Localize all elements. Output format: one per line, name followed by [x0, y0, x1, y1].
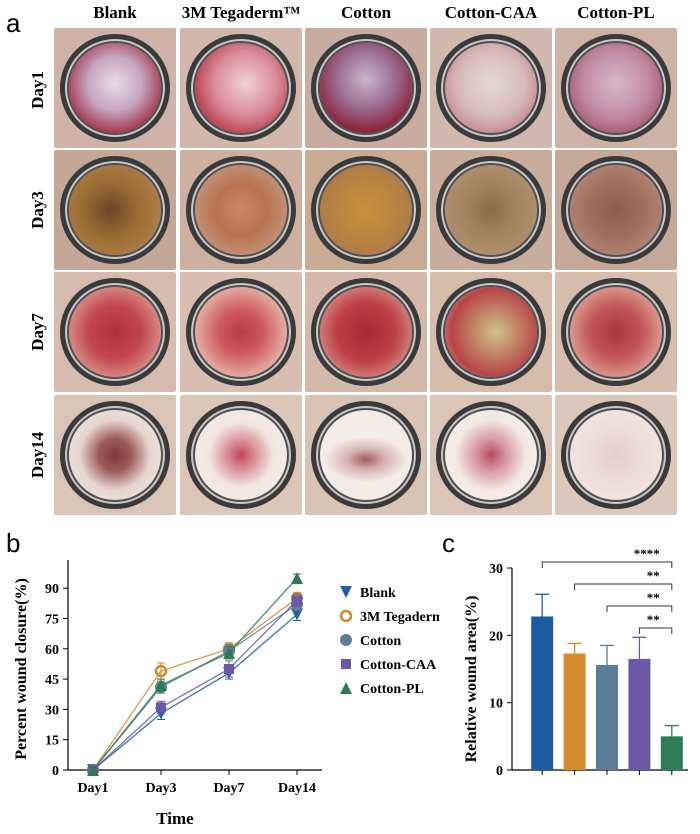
x-tick-label-day7: Day7 — [213, 781, 244, 796]
col-header-blank: Blank — [93, 3, 137, 22]
wound-photo-blank-day1 — [54, 28, 176, 148]
wound-photo-cotton-day1 — [305, 28, 427, 148]
col-header-cotton-caa: Cotton-CAA — [444, 3, 538, 22]
data-point-cotton-pl-day7 — [223, 646, 235, 659]
line-chart-wound-closure: 0 15 30 45 60 75 90 Day1 Day3 Day7 Day14 Time Percen… — [13, 560, 440, 828]
wound-photo-tegaderm-day14 — [180, 395, 302, 515]
wound-photo-cotton-pl-day3 — [555, 150, 677, 270]
legend-label-cotton: Cotton — [360, 634, 401, 649]
data-point-cotton-caa-day7 — [224, 664, 234, 674]
y-tick-label: 90 — [45, 582, 59, 597]
data-point-blank-day14 — [291, 608, 303, 621]
y-tick-label: 60 — [45, 643, 59, 658]
bar-blank — [531, 616, 554, 770]
y-tick-label: 0 — [496, 764, 503, 779]
col-header-tegaderm: 3M Tegaderm™ — [181, 3, 301, 22]
y-axis-title: Percent wound closure(%) — [13, 578, 30, 760]
wound-photo-cotton-caa-day7 — [430, 272, 552, 392]
wound-photo-cotton-caa-day3 — [430, 150, 552, 270]
legend-label-3m-tegaderm: 3M Tegaderm™ — [360, 610, 440, 625]
data-point-3m-tegaderm-day3 — [154, 664, 168, 678]
data-point-cotton-pl-day3 — [155, 679, 167, 692]
y-tick-label: 15 — [45, 734, 59, 749]
wound-photo-cotton-pl-day14 — [555, 395, 677, 515]
significance-bracket-line — [574, 583, 673, 590]
legend-marker-cotton-caa — [341, 659, 351, 669]
wound-photo-cotton-caa-day1 — [430, 28, 552, 148]
panel-c-letter: c — [442, 528, 455, 558]
significance-bracket-line — [606, 605, 673, 612]
legend-label-cotton-caa: Cotton-CAA — [360, 658, 437, 673]
series-cotton-pl — [87, 572, 303, 776]
significance-bracket: ** — [606, 590, 673, 612]
wound-photo-cotton-day14 — [305, 395, 427, 515]
significance-bracket: **** — [541, 546, 673, 568]
legend-marker-cotton-pl — [340, 682, 352, 694]
data-point-cotton-caa-day14 — [292, 595, 302, 606]
col-header-cotton-pl: Cotton-PL — [577, 3, 655, 22]
wound-photo-cotton-day3 — [305, 150, 427, 270]
panel-b-letter: b — [6, 528, 21, 558]
data-point-cotton-pl-day1 — [87, 764, 99, 776]
bar-cotton-caa — [628, 658, 651, 770]
y-tick-label: 30 — [489, 562, 503, 577]
significance-label: ** — [647, 590, 660, 605]
wound-photo-tegaderm-day7 — [180, 272, 302, 392]
wound-photo-tegaderm-day1 — [180, 28, 302, 148]
significance-label: **** — [634, 546, 660, 561]
significance-label: ** — [647, 568, 660, 583]
legend-label-cotton-pl: Cotton-PL — [360, 682, 424, 697]
bar-cotton-pl — [660, 736, 683, 770]
bar-cotton — [596, 664, 618, 770]
significance-bracket: ** — [638, 612, 673, 634]
wound-photo-blank-day3 — [54, 150, 176, 270]
x-tick-label-day3: Day3 — [145, 781, 176, 796]
data-point-cotton-caa-day3 — [156, 702, 166, 713]
significance-bracket-line — [638, 627, 673, 634]
col-header-cotton: Cotton — [340, 3, 392, 22]
wound-photo-cotton-caa-day14 — [430, 395, 552, 515]
series-line-blank — [92, 613, 298, 771]
legend-label-blank: Blank — [360, 586, 396, 601]
row-label-day7: Day7 — [28, 313, 47, 351]
legend-marker-3m-tegaderm — [339, 609, 353, 623]
y-tick-label: 75 — [45, 613, 59, 628]
significance-bracket-line — [541, 561, 673, 568]
panel-a-letter: a — [6, 8, 21, 38]
series-blank — [87, 607, 303, 776]
y-tick-label: 20 — [489, 629, 503, 644]
bar-3m-tegaderm — [563, 653, 586, 770]
series-cotton — [87, 597, 303, 776]
data-point-cotton-pl-day14 — [291, 572, 303, 585]
x-tick-label-day14: Day14 — [278, 781, 316, 796]
legend: Blank 3M Tegaderm™ Cotton Cotton-CAA Cotton-… — [339, 586, 440, 697]
legend-marker-cotton — [340, 634, 352, 646]
significance-label: ** — [647, 612, 660, 627]
y-axis-title: Relative wound area(%) — [463, 596, 480, 763]
wound-photo-cotton-pl-day7 — [555, 272, 677, 392]
y-tick-label: 0 — [52, 764, 59, 779]
legend-marker-blank — [340, 586, 352, 598]
wound-photo-blank-day7 — [54, 272, 176, 392]
significance-bracket: ** — [574, 568, 673, 590]
series-line-cotton-pl — [92, 577, 298, 771]
wound-photo-tegaderm-day3 — [180, 150, 302, 270]
series-line-3m-tegaderm — [92, 597, 298, 771]
wound-photo-cotton-day7 — [305, 272, 427, 392]
y-tick-label: 45 — [45, 673, 59, 688]
series-line-cotton-caa — [92, 599, 298, 771]
y-tick-label: 30 — [45, 703, 59, 718]
row-label-day1: Day1 — [28, 71, 47, 109]
y-tick-label: 10 — [489, 697, 503, 712]
row-label-day14: Day14 — [28, 431, 47, 479]
row-label-day3: Day3 — [28, 191, 47, 229]
wound-photo-blank-day14 — [54, 395, 176, 515]
x-tick-label-day1: Day1 — [77, 781, 108, 796]
wound-photo-cotton-pl-day1 — [555, 28, 677, 148]
x-axis-title: Time — [156, 809, 194, 828]
